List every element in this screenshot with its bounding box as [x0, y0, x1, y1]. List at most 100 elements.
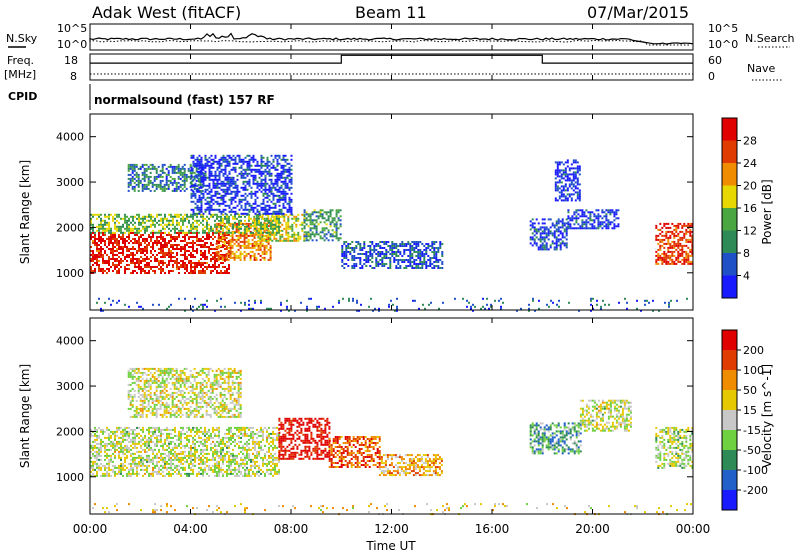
power-cell-r8: [563, 236, 566, 239]
power-cell-r6: [321, 213, 324, 216]
power-cell-r3: [146, 227, 148, 230]
power-cell-r3: [276, 219, 278, 222]
power-cell-r0: [100, 246, 102, 248]
power-cell-r4: [133, 189, 136, 192]
power-cell-r0: [164, 240, 166, 242]
power-cell-r3: [194, 219, 196, 222]
power-cell-r5: [288, 202, 291, 205]
power-cell-r6: [315, 225, 318, 228]
power-cell-r4: [171, 177, 174, 180]
velocity-cell-r0: [100, 454, 102, 457]
power-cell-r7: [435, 265, 438, 267]
power-cell-r7: [343, 257, 346, 259]
power-cell-r5: [196, 184, 199, 187]
power-cell-r3: [164, 231, 166, 234]
power-cell-r8: [553, 226, 556, 229]
power-cell-r10: [572, 175, 575, 178]
power-cell-r3: [100, 217, 102, 220]
power-cell-r4: [173, 181, 176, 184]
power-cell-r0: [142, 250, 144, 252]
power-cell-r7: [407, 241, 410, 243]
power-cell-r2: [259, 239, 262, 242]
power-cell-r7: [353, 259, 356, 261]
power-cell-r9: [605, 225, 608, 228]
power-cell-r5: [240, 206, 243, 209]
power-cell-r5: [220, 168, 223, 171]
power-cell-r8: [555, 222, 558, 225]
power-cell-r4: [127, 177, 130, 180]
power-cell-r5: [200, 186, 203, 189]
power-cell-r0: [112, 264, 114, 266]
power-cell-r0: [102, 232, 104, 234]
power-cell-r0: [198, 270, 200, 272]
power-heatmap-cells: [90, 154, 694, 312]
power-cell-r8: [541, 246, 544, 249]
power-cell-r5: [232, 178, 235, 181]
power-cell-r5: [190, 200, 193, 203]
power-cell-r11: [681, 224, 684, 227]
power-cell-r0: [130, 232, 132, 234]
power-cell-r0: [184, 254, 186, 256]
power-cell-r7: [411, 241, 414, 243]
power-cell-r6: [319, 213, 322, 216]
power-cell-r10: [564, 169, 567, 172]
power-cell-r5: [276, 198, 279, 201]
power-cell-r0: [198, 264, 200, 266]
power-cell-r7: [437, 251, 440, 253]
power-cell-r7: [407, 259, 410, 261]
power-cell-r10: [578, 169, 581, 172]
power-cell-r4: [183, 177, 186, 180]
power-cell-r0: [184, 258, 186, 260]
power-cell-r5: [232, 180, 235, 183]
power-cell-r7: [393, 257, 396, 259]
velocity-cell-r0: [108, 472, 110, 475]
power-cell-r7: [411, 253, 414, 255]
power-cell-r7: [411, 265, 414, 267]
power-cell-r0: [98, 252, 100, 254]
power-cell-r0: [188, 242, 190, 244]
power-cell-r1: [267, 234, 270, 237]
velocity-cell-r0: [100, 450, 102, 453]
power-cell-r5: [190, 192, 193, 195]
velocity-cell-r0: [94, 426, 96, 429]
power-cell-r5: [210, 172, 213, 175]
power-cell-r7: [409, 257, 412, 259]
power-cell-r11: [667, 240, 670, 243]
power-cell-r9: [605, 227, 608, 230]
power-cell-r3: [134, 231, 136, 234]
power-cell-r12: [686, 297, 688, 300]
velocity-cell-r0: [98, 466, 100, 469]
power-cell-r5: [252, 168, 255, 171]
power-cell-r0: [208, 246, 210, 248]
velocity-cell-r0: [112, 464, 114, 467]
power-cell-r3: [144, 227, 146, 230]
velocity-cell-r0: [156, 470, 158, 473]
power-cell-r5: [204, 208, 207, 211]
power-cell-r3: [228, 215, 230, 218]
power-cell-r5: [290, 186, 293, 189]
power-cell-r2: [287, 235, 290, 238]
power-cell-r7: [395, 255, 398, 257]
power-cell-r0: [140, 236, 142, 238]
power-cell-r1: [217, 258, 220, 261]
power-cell-r5: [216, 180, 219, 183]
power-cell-r6: [311, 219, 314, 222]
power-cell-r2: [297, 213, 300, 216]
power-cell-r11: [687, 258, 690, 261]
velocity-cell-r0: [108, 448, 110, 451]
power-cell-r7: [413, 261, 416, 263]
power-cell-r3: [172, 223, 174, 226]
power-cell-r10: [558, 169, 561, 172]
power-cell-r0: [158, 260, 160, 262]
power-cell-r0: [112, 262, 114, 264]
power-cell-r5: [288, 172, 291, 175]
power-cell-r0: [212, 234, 214, 236]
power-cell-r12: [474, 305, 476, 308]
power-cell-r11: [671, 262, 674, 265]
power-cell-r5: [262, 182, 265, 185]
power-cell-r5: [196, 200, 199, 203]
power-cell-r5: [200, 198, 203, 201]
power-cell-r0: [212, 266, 214, 268]
power-cell-r12: [556, 303, 558, 306]
power-cell-r3: [146, 229, 148, 232]
